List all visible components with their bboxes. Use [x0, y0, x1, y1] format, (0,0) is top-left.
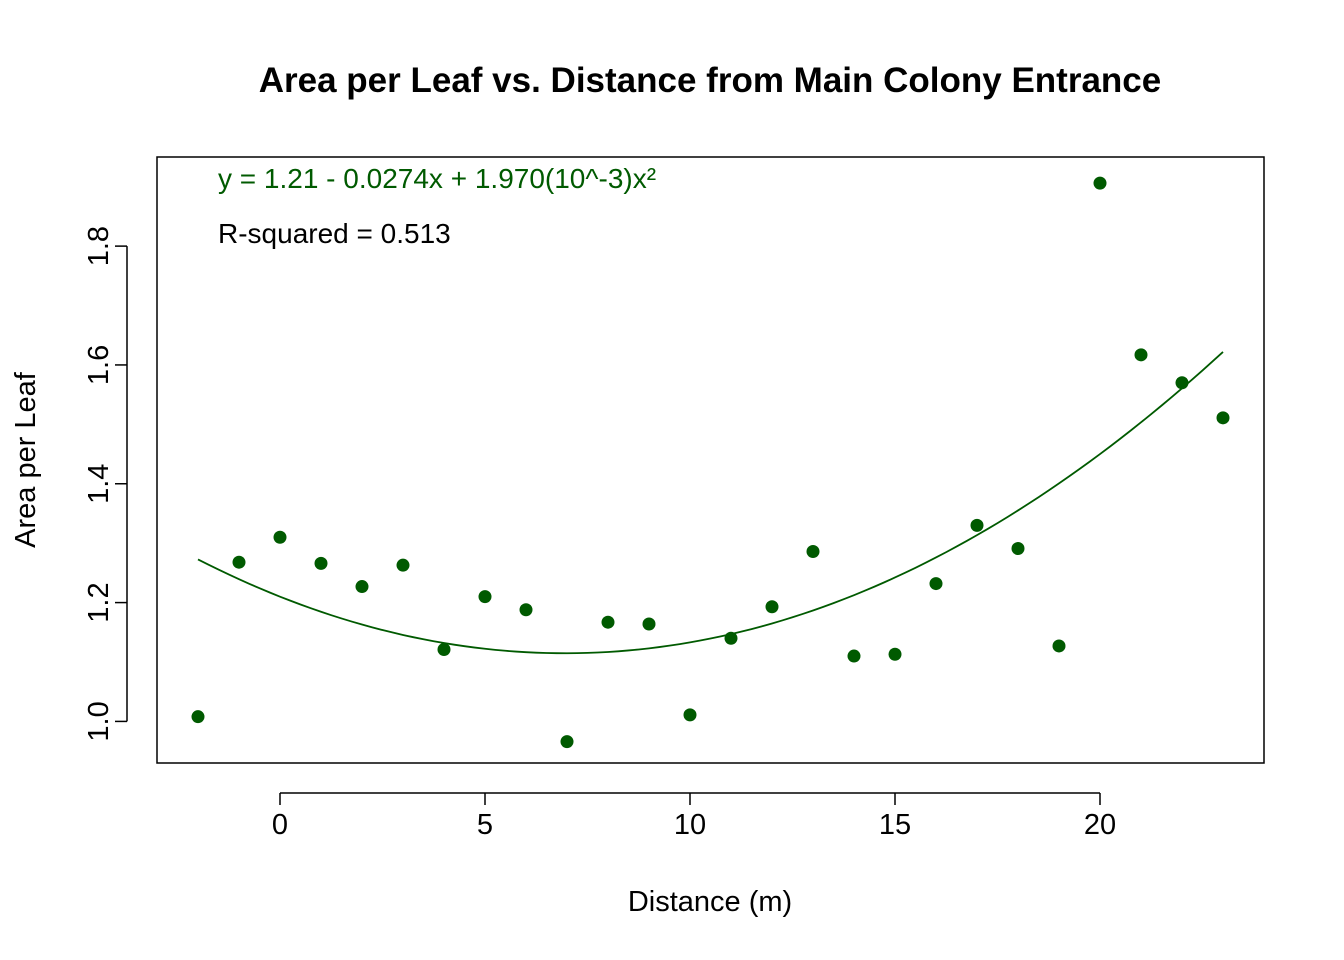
data-point	[929, 577, 943, 591]
data-point	[1216, 411, 1230, 425]
chart-title: Area per Leaf vs. Distance from Main Col…	[259, 61, 1161, 100]
x-tick-label: 10	[674, 809, 706, 841]
data-point	[232, 555, 246, 569]
data-point	[642, 617, 656, 631]
data-points	[191, 176, 1230, 749]
r-squared-annotation: R-squared = 0.513	[218, 218, 451, 249]
data-point	[437, 643, 451, 657]
data-point	[765, 600, 779, 614]
data-point	[724, 631, 738, 645]
x-axis: 0 5 10 15 20	[272, 792, 1116, 841]
x-tick-label: 20	[1084, 809, 1116, 841]
data-point	[560, 735, 574, 749]
x-tick-label: 0	[272, 809, 288, 841]
y-axis-label: Area per Leaf	[10, 371, 42, 548]
data-point	[601, 615, 615, 629]
data-point	[683, 708, 697, 722]
y-axis: 1.0 1.2 1.4 1.6 1.8	[83, 226, 128, 742]
equation-annotation: y = 1.21 - 0.0274x + 1.970(10^-3)x²	[218, 163, 656, 194]
data-point	[355, 580, 369, 594]
fit-curve	[197, 351, 1224, 655]
data-point	[396, 558, 410, 572]
plot-frame	[156, 156, 1265, 764]
data-point	[806, 544, 820, 558]
data-point	[273, 530, 287, 544]
data-point	[888, 647, 902, 661]
data-point	[519, 603, 533, 617]
x-tick-label: 15	[879, 809, 911, 841]
data-point	[847, 649, 861, 663]
y-tick-label: 1.6	[83, 345, 115, 385]
data-point	[191, 710, 205, 724]
data-point	[1093, 176, 1107, 190]
data-point	[314, 556, 328, 570]
y-tick-label: 1.8	[83, 226, 115, 266]
data-point	[478, 590, 492, 604]
y-tick-label: 1.4	[83, 464, 115, 504]
x-tick-label: 5	[477, 809, 493, 841]
data-point	[1011, 542, 1025, 556]
data-point	[970, 518, 984, 532]
data-point	[1175, 376, 1189, 390]
data-point	[1052, 639, 1066, 653]
x-axis-label: Distance (m)	[628, 886, 792, 918]
data-point	[1134, 348, 1148, 362]
y-tick-label: 1.0	[83, 701, 115, 741]
y-tick-label: 1.2	[83, 582, 115, 622]
